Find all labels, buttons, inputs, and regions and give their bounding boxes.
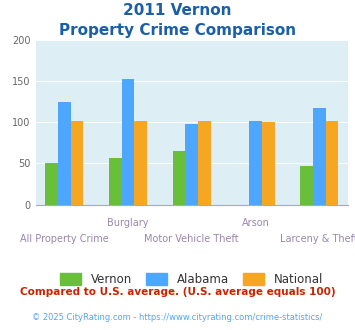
Text: © 2025 CityRating.com - https://www.cityrating.com/crime-statistics/: © 2025 CityRating.com - https://www.city…	[32, 314, 323, 322]
Text: Property Crime Comparison: Property Crime Comparison	[59, 23, 296, 38]
Bar	[262, 122, 274, 205]
Text: Compared to U.S. average. (U.S. average equals 100): Compared to U.S. average. (U.S. average …	[20, 287, 335, 297]
Bar	[71, 121, 83, 205]
Bar	[45, 163, 58, 205]
Text: All Property Crime: All Property Crime	[20, 234, 109, 244]
Bar	[249, 121, 262, 205]
Legend: Vernon, Alabama, National: Vernon, Alabama, National	[60, 273, 323, 286]
Text: Larceny & Theft: Larceny & Theft	[280, 234, 355, 244]
Text: Arson: Arson	[241, 218, 269, 228]
Text: 2011 Vernon: 2011 Vernon	[123, 3, 232, 18]
Text: Motor Vehicle Theft: Motor Vehicle Theft	[144, 234, 239, 244]
Bar	[134, 121, 147, 205]
Bar	[198, 121, 211, 205]
Bar	[109, 157, 121, 205]
Bar	[185, 124, 198, 205]
Bar	[300, 166, 313, 205]
Bar	[121, 79, 134, 205]
Bar	[173, 151, 185, 205]
Bar	[58, 102, 71, 205]
Text: Burglary: Burglary	[107, 218, 149, 228]
Bar	[313, 108, 326, 205]
Bar	[326, 121, 338, 205]
